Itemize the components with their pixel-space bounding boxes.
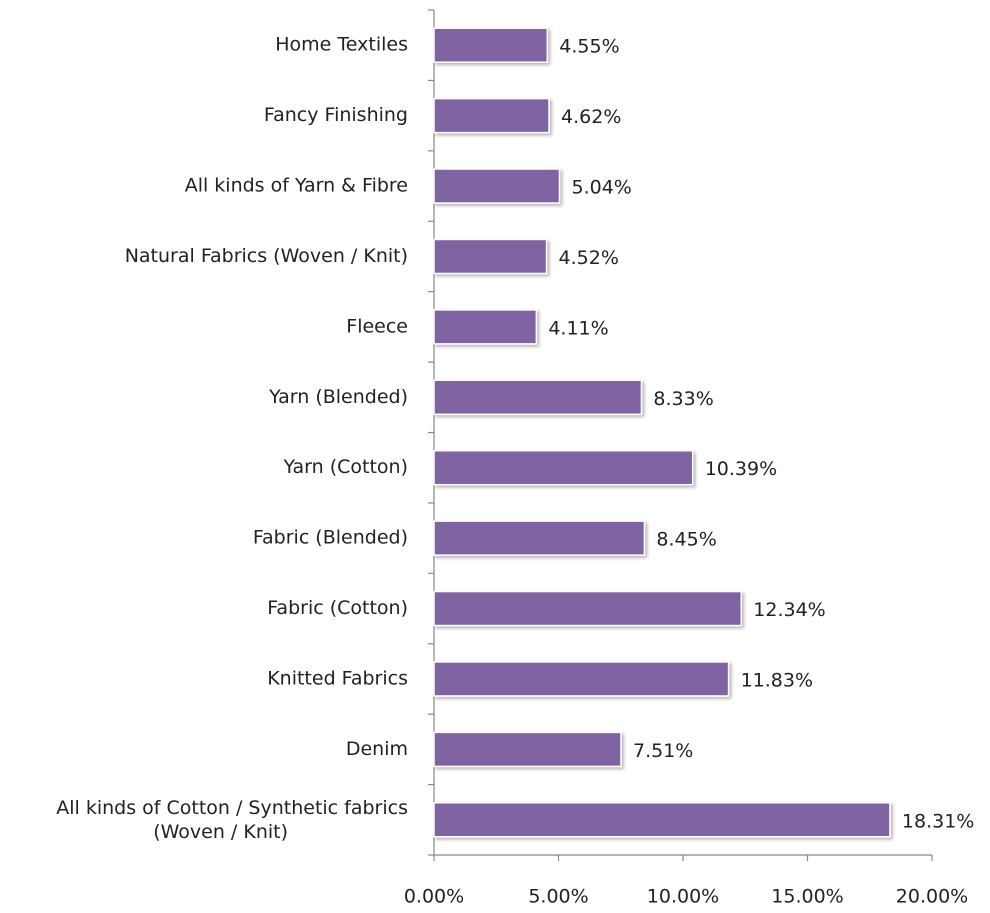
x-tick-label: 10.00%	[647, 886, 719, 908]
y-tick-label: Fabric (Blended)	[253, 527, 408, 549]
x-tick-label: 15.00%	[771, 886, 843, 908]
data-label: 12.34%	[753, 599, 825, 621]
bar	[433, 731, 622, 768]
y-tick-label: All kinds of Cotton / Synthetic fabrics(…	[56, 796, 408, 842]
bar	[433, 379, 643, 416]
bar	[433, 661, 730, 697]
data-label: 4.11%	[548, 317, 608, 339]
y-tick-label: Natural Fabrics (Woven / Knit)	[125, 245, 408, 267]
bar	[433, 27, 549, 63]
data-label: 4.62%	[561, 106, 621, 128]
bar	[433, 309, 538, 345]
y-tick-label: Fancy Finishing	[264, 104, 408, 126]
bar	[433, 520, 646, 556]
y-tick-label: All kinds of Yarn & Fibre	[185, 175, 408, 197]
y-tick-label: Fleece	[346, 315, 408, 337]
data-label: 5.04%	[571, 177, 631, 199]
data-label: 8.33%	[653, 388, 713, 410]
y-tick-label: Yarn (Blended)	[268, 386, 408, 408]
data-label: 8.45%	[656, 529, 716, 551]
bar	[433, 97, 550, 134]
data-label: 10.39%	[705, 458, 777, 480]
y-tick-label: Home Textiles	[275, 34, 408, 56]
y-tick-label: Denim	[346, 738, 408, 760]
data-label: 11.83%	[741, 669, 813, 691]
bar	[433, 802, 891, 838]
x-tick-label: 5.00%	[528, 886, 588, 908]
x-tick-label: 20.00%	[896, 886, 968, 908]
x-tick-label: 0.00%	[404, 886, 464, 908]
bar	[433, 168, 561, 204]
y-tick-label: Yarn (Cotton)	[283, 456, 408, 478]
y-tick-label: Fabric (Cotton)	[267, 597, 408, 619]
bar	[433, 590, 743, 627]
bar	[433, 449, 694, 486]
bar	[433, 238, 548, 275]
data-label: 4.55%	[559, 36, 619, 58]
data-label: 7.51%	[633, 740, 693, 762]
data-label: 18.31%	[902, 810, 974, 832]
data-label: 4.52%	[559, 247, 619, 269]
y-tick-label: Knitted Fabrics	[267, 667, 408, 689]
